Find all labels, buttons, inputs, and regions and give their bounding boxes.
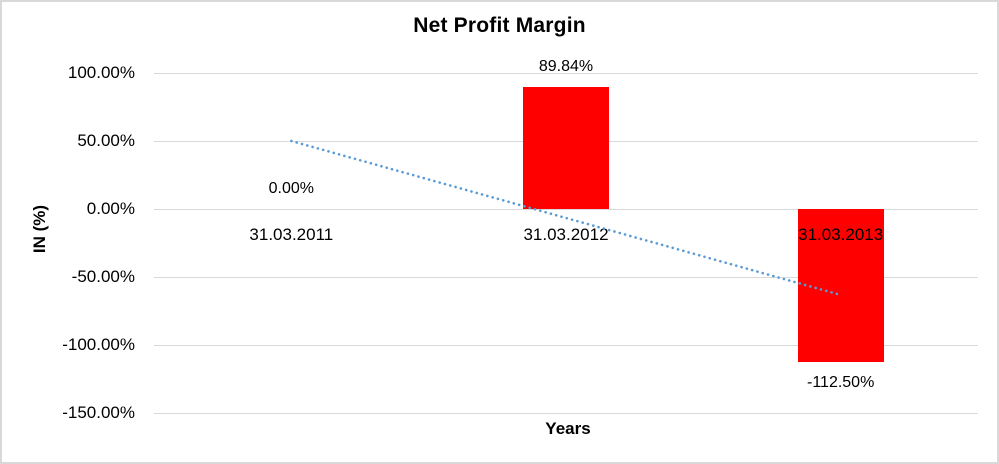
y-tick-label: -100.00%: [62, 335, 135, 354]
x-axis-title: Years: [545, 419, 591, 438]
gridline: [154, 72, 978, 74]
data-label: -112.50%: [807, 374, 875, 391]
y-tick-label: 50.00%: [77, 131, 135, 150]
x-category-label: 31.03.2011: [249, 225, 334, 244]
bar: [523, 86, 609, 209]
y-tick-label: 0.00%: [86, 199, 135, 218]
x-category-label: 31.03.2012: [523, 225, 609, 244]
y-tick-label: -150.00%: [62, 403, 135, 422]
gridline: [154, 412, 978, 414]
x-category-label: 31.03.2013: [798, 225, 884, 244]
data-label: 89.84%: [538, 57, 594, 75]
data-label: 0.00%: [268, 180, 315, 197]
y-tick-label: -50.00%: [71, 267, 135, 286]
gridline: [154, 344, 978, 346]
chart-title: Net Profit Margin: [413, 14, 586, 37]
y-tick-label: 100.00%: [67, 63, 135, 82]
